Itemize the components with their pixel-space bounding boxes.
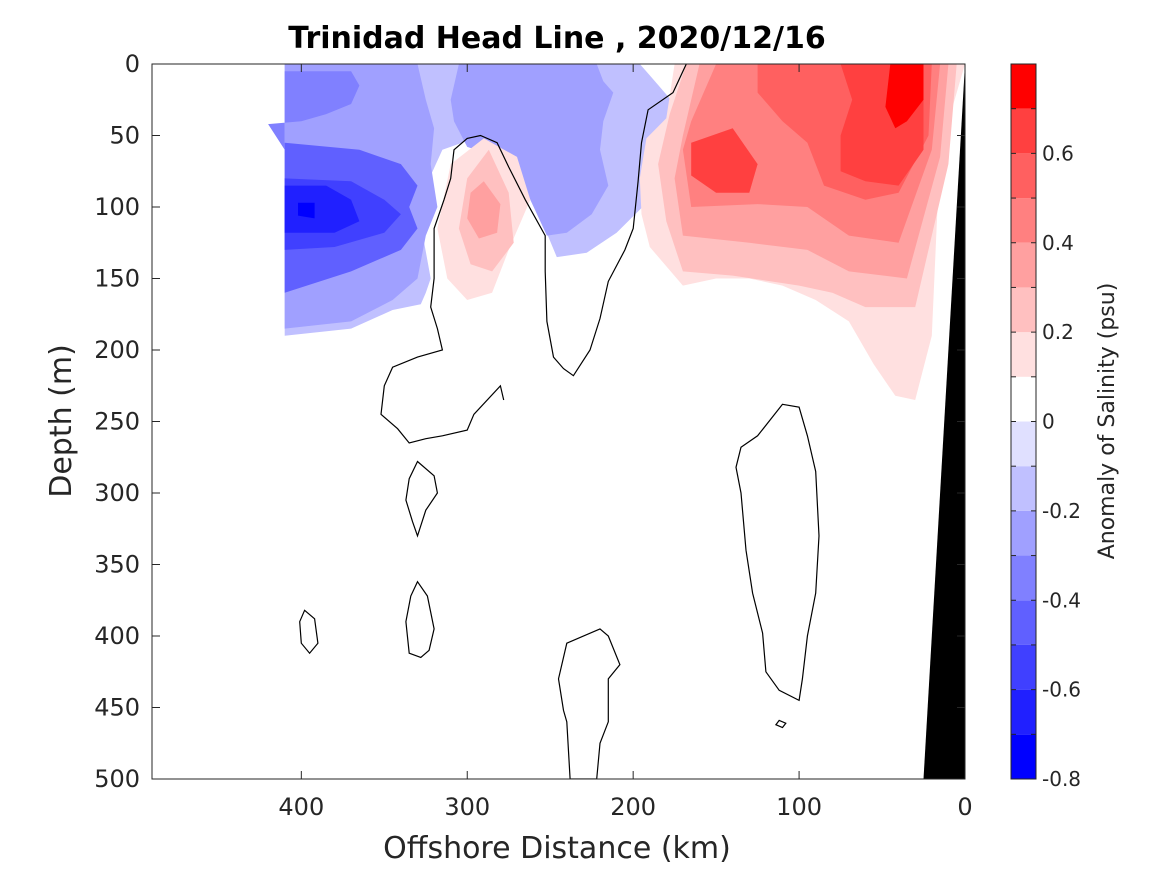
zero-contour-loop-4 bbox=[557, 628, 621, 779]
colorbar-band bbox=[1011, 198, 1036, 243]
colorbar-band bbox=[1011, 644, 1036, 690]
y-tick-label: 150 bbox=[94, 265, 140, 293]
x-axis-ticks: 400 300 200 100 0 bbox=[278, 64, 973, 821]
colorbar-band bbox=[1011, 734, 1036, 779]
colorbar-tick-label: 0 bbox=[1042, 410, 1055, 434]
y-tick-label: 100 bbox=[94, 193, 140, 221]
contour-fill-pos-0.6-east bbox=[691, 128, 758, 193]
colorbar-band bbox=[1011, 153, 1036, 199]
colorbar-tick-label: 0.6 bbox=[1042, 141, 1074, 165]
x-tick-label: 400 bbox=[278, 793, 324, 821]
colorbar-band bbox=[1011, 287, 1036, 333]
y-tick-label: 350 bbox=[94, 551, 140, 579]
contour-fill-pos-0.3-west bbox=[467, 181, 501, 239]
colorbar-band bbox=[1011, 689, 1036, 735]
y-axis-ticks: 0 50 100 150 200 250 300 350 400 450 500 bbox=[94, 50, 965, 793]
y-tick-label: 250 bbox=[94, 408, 140, 436]
y-tick-label: 400 bbox=[94, 622, 140, 650]
colorbar-band bbox=[1011, 332, 1036, 377]
colorbar-band bbox=[1011, 108, 1036, 154]
zero-contour-loop-2 bbox=[299, 609, 319, 655]
colorbar-tick-label: -0.6 bbox=[1042, 678, 1081, 702]
colorbar bbox=[1010, 63, 1037, 780]
x-tick-label: 100 bbox=[776, 793, 822, 821]
contour-fill-pos-0.7-east bbox=[885, 64, 924, 129]
chart-title: Trinidad Head Line , 2020/12/16 bbox=[288, 21, 825, 56]
colorbar-band bbox=[1011, 421, 1036, 467]
y-tick-label: 200 bbox=[94, 336, 140, 364]
colorbar-band bbox=[1011, 64, 1036, 109]
x-axis-label: Offshore Distance (km) bbox=[383, 831, 731, 866]
x-tick-label: 0 bbox=[957, 793, 972, 821]
zero-contour-loop-6 bbox=[774, 719, 787, 729]
zero-contour-loop-1 bbox=[405, 460, 439, 538]
zero-contour-lines bbox=[299, 64, 820, 779]
zero-contour-main bbox=[380, 64, 687, 444]
colorbar-band bbox=[1011, 510, 1036, 556]
contour-fill-neg-0.6 bbox=[284, 185, 360, 233]
colorbar-band bbox=[1011, 242, 1036, 288]
y-tick-label: 450 bbox=[94, 694, 140, 722]
colorbar-tick-label: 0.4 bbox=[1042, 231, 1074, 255]
y-tick-label: 300 bbox=[94, 479, 140, 507]
colorbar-ticks: -0.8 -0.6 -0.4 -0.2 0 0.2 0.4 0.6 bbox=[1011, 63, 1081, 791]
y-axis-label: Depth (m) bbox=[44, 344, 79, 498]
contour-fill-neg-0.2-b bbox=[450, 64, 614, 236]
contour-fills bbox=[268, 64, 965, 400]
seafloor-mask bbox=[923, 64, 965, 779]
contour-fill-neg-0.7 bbox=[298, 202, 315, 219]
x-tick-label: 300 bbox=[444, 793, 490, 821]
colorbar-band bbox=[1011, 600, 1036, 645]
zero-contour-loop-3 bbox=[405, 580, 435, 659]
colorbar-band bbox=[1011, 376, 1036, 422]
colorbar-band bbox=[1011, 466, 1036, 511]
colorbar-label: Anomaly of Salinity (psu) bbox=[1095, 283, 1120, 560]
zero-contour-loop-5 bbox=[735, 403, 820, 702]
y-tick-label: 500 bbox=[94, 765, 140, 793]
colorbar-band bbox=[1011, 555, 1036, 601]
colorbar-tick-label: -0.2 bbox=[1042, 499, 1081, 523]
y-tick-label: 50 bbox=[109, 122, 140, 150]
colorbar-tick-label: -0.4 bbox=[1042, 588, 1081, 612]
colorbar-tick-label: 0.2 bbox=[1042, 320, 1074, 344]
x-tick-label: 200 bbox=[610, 793, 656, 821]
colorbar-tick-label: -0.8 bbox=[1042, 767, 1081, 791]
seafloor bbox=[923, 64, 965, 779]
contour-fill-neg-0.3 bbox=[268, 71, 360, 315]
y-tick-label: 0 bbox=[125, 50, 140, 78]
